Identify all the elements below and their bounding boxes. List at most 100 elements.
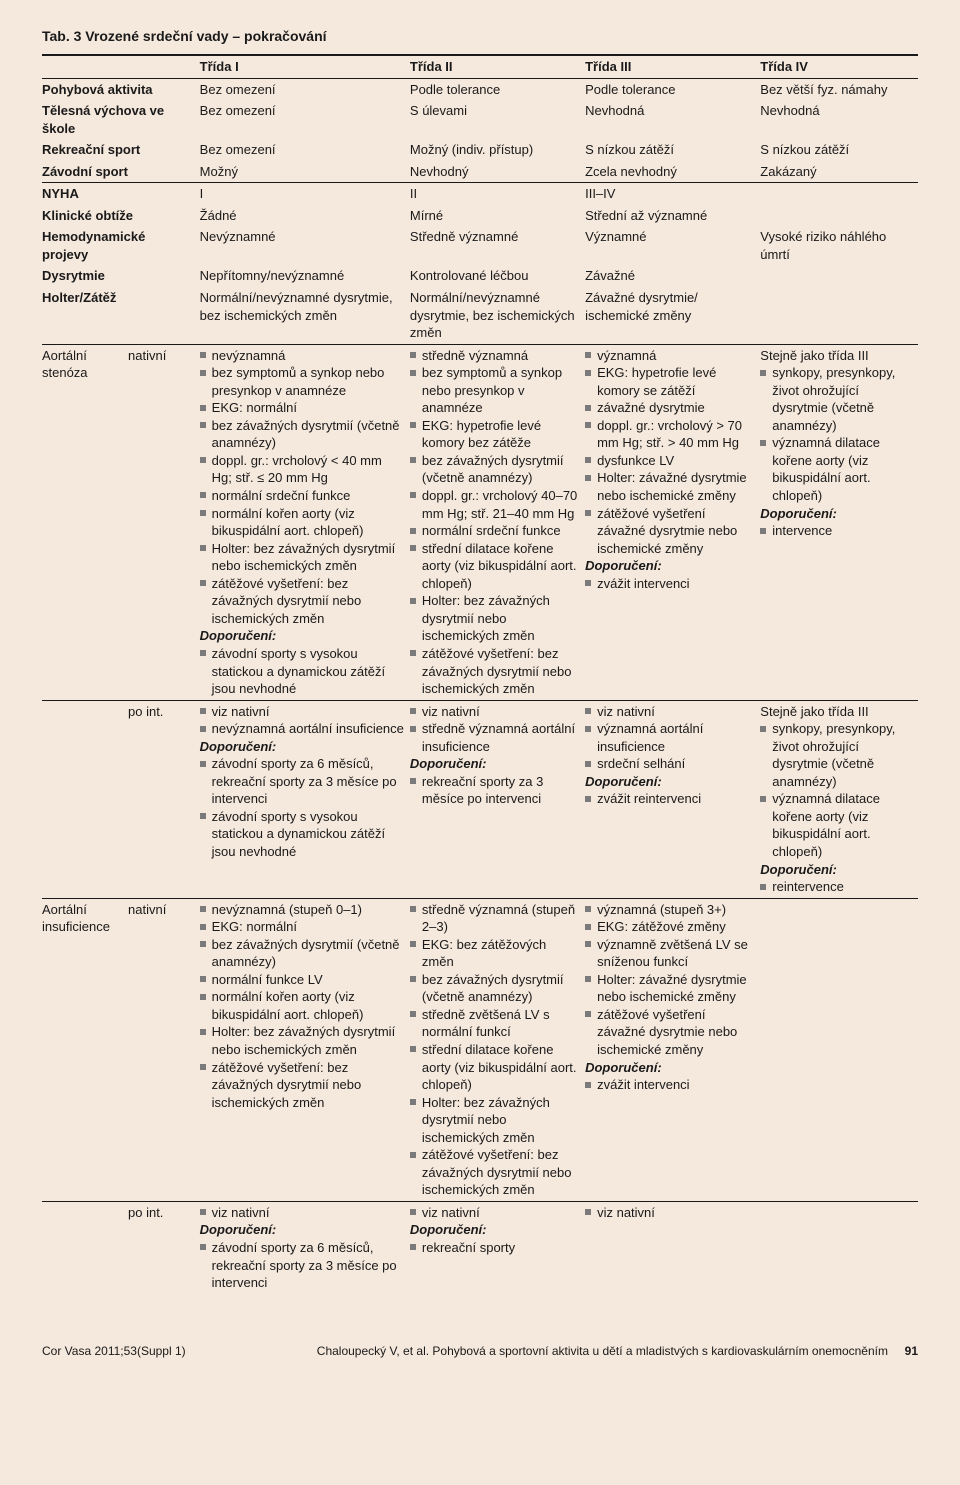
table-title: Tab. 3 Vrozené srdeční vady – pokračován…: [42, 28, 918, 44]
row-label: Rekreační sport: [42, 139, 200, 161]
list-item: nevýznamná: [212, 347, 404, 365]
cell: Vysoké riziko náhlého úmrtí: [760, 226, 918, 265]
variant-label: nativní: [128, 347, 166, 382]
diag-label: Aortální: [42, 901, 114, 919]
item-list: reintervence: [760, 878, 912, 896]
cell: [760, 205, 918, 227]
cell: Stejně jako třída III synkopy, presynkop…: [760, 345, 918, 700]
list-item: významná (stupeň 3+): [597, 901, 754, 919]
list-item: významná aortální insuficience: [597, 720, 754, 755]
cell: Zakázaný: [760, 161, 918, 183]
cell: Střední až významné: [585, 205, 760, 227]
list-item: EKG: hypetrofie levé komory bez zátěže: [422, 417, 579, 452]
dopo-label: Doporučení:: [585, 557, 754, 575]
cell: II: [410, 183, 585, 205]
lead-text: Stejně jako třída III: [760, 703, 912, 721]
list-item: zátěžové vyšetření: bez závažných dysryt…: [422, 1146, 579, 1199]
cell: S úlevami: [410, 100, 585, 139]
list-item: bez závažných dysrytmií (včetně anamnézy…: [212, 936, 404, 971]
variant-label: po int.: [128, 703, 163, 721]
list-item: významná dilatace kořene aorty (viz biku…: [772, 790, 912, 860]
cell: S nízkou zátěží: [760, 139, 918, 161]
list-item: zátěžové vyšetření závažné dysrytmie neb…: [597, 1006, 754, 1059]
item-list: synkopy, presynkopy, život ohrožující dy…: [760, 720, 912, 860]
list-item: Holter: bez závažných dysrytmií nebo isc…: [422, 592, 579, 645]
item-list: rekreační sporty za 3 měsíce po interven…: [410, 773, 579, 808]
block1: Pohybová aktivita Bez omezení Podle tole…: [42, 79, 918, 183]
item-list: významnáEKG: hypetrofie levé komory se z…: [585, 347, 754, 558]
list-item: bez závažných dysrytmií (včetně anamnézy…: [422, 452, 579, 487]
list-item: viz nativní: [597, 1204, 754, 1222]
row-label: Klinické obtíže: [42, 205, 200, 227]
list-item: viz nativní: [212, 1204, 404, 1222]
item-list: závodní sporty za 6 měsíců, rekreační sp…: [200, 755, 404, 860]
cell: viz nativní: [585, 1202, 760, 1294]
list-item: viz nativní: [212, 703, 404, 721]
list-item: srdeční selhání: [597, 755, 754, 773]
dopo-label: Doporučení:: [585, 1059, 754, 1077]
cell: významná (stupeň 3+)EKG: zátěžové změnyv…: [585, 899, 760, 1201]
list-item: bez závažných dysrytmií (včetně anamnézy…: [422, 971, 579, 1006]
list-item: Holter: závažné dysrytmie nebo ischemick…: [597, 971, 754, 1006]
list-item: nevýznamná aortální insuficience: [212, 720, 404, 738]
list-item: rekreační sporty: [422, 1239, 579, 1257]
row-label: Aortální stenóza nativní: [42, 345, 200, 700]
list-item: synkopy, presynkopy, život ohrožující dy…: [772, 720, 912, 790]
cell: Středně významné: [410, 226, 585, 265]
aort-insuf-native: Aortální insuficience nativní nevýznamná…: [42, 899, 918, 1201]
list-item: zátěžové vyšetření: bez závažných dysryt…: [212, 575, 404, 628]
list-item: středně významná aortální insuficience: [422, 720, 579, 755]
diag-label: insuficience: [42, 918, 114, 936]
cell: viz nativní Doporučení: závodní sporty z…: [200, 1202, 410, 1294]
cell: III–IV: [585, 183, 760, 205]
cell: Stejně jako třída III synkopy, presynkop…: [760, 701, 918, 898]
item-list: závodní sporty s vysokou statickou a dyn…: [200, 645, 404, 698]
list-item: doppl. gr.: vrcholový > 70 mm Hg; stř. >…: [597, 417, 754, 452]
list-item: zvážit intervenci: [597, 575, 754, 593]
row-label: po int.: [42, 701, 200, 898]
list-item: normální kořen aorty (viz bikuspidální a…: [212, 988, 404, 1023]
cell: I: [200, 183, 410, 205]
cell: Bez větší fyz. námahy: [760, 79, 918, 101]
list-item: bez závažných dysrytmií (včetně anamnézy…: [212, 417, 404, 452]
cell: Zcela nevhodný: [585, 161, 760, 183]
list-item: EKG: hypetrofie levé komory se zátěží: [597, 364, 754, 399]
dopo-label: Doporučení:: [760, 505, 912, 523]
list-item: závažné dysrytmie: [597, 399, 754, 417]
row-label: Hemodynamické projevy: [42, 226, 200, 265]
aort-insuf-point: po int. viz nativní Doporučení: závodní …: [42, 1202, 918, 1294]
col-head: Třída III: [585, 56, 760, 78]
list-item: významná dilatace kořene aorty (viz biku…: [772, 434, 912, 504]
aort-sten-native: Aortální stenóza nativní nevýznamnábez s…: [42, 345, 918, 700]
list-item: Holter: bez závažných dysrytmií nebo isc…: [212, 1023, 404, 1058]
item-list: viz nativní: [200, 1204, 404, 1222]
list-item: dysfunkce LV: [597, 452, 754, 470]
row-label: Závodní sport: [42, 161, 200, 183]
col-head: Třída I: [200, 56, 410, 78]
list-item: závodní sporty s vysokou statickou a dyn…: [212, 808, 404, 861]
list-item: viz nativní: [597, 703, 754, 721]
list-item: závodní sporty za 6 měsíců, rekreační sp…: [212, 1239, 404, 1292]
cell: významnáEKG: hypetrofie levé komory se z…: [585, 345, 760, 700]
cell: viz nativní Doporučení: rekreační sporty: [410, 1202, 585, 1294]
list-item: doppl. gr.: vrcholový 40–70 mm Hg; stř. …: [422, 487, 579, 522]
cell: Nevhodná: [585, 100, 760, 139]
list-item: významně zvětšená LV se sníženou funkcí: [597, 936, 754, 971]
lead-text: Stejně jako třída III: [760, 347, 912, 365]
cell: nevýznamná (stupeň 0–1)EKG: normálníbez …: [200, 899, 410, 1201]
cell: Nevhodná: [760, 100, 918, 139]
dopo-label: Doporučení:: [585, 773, 754, 791]
list-item: Holter: bez závažných dysrytmií nebo isc…: [422, 1094, 579, 1147]
list-item: EKG: zátěžové změny: [597, 918, 754, 936]
item-list: středně významnábez symptomů a synkop ne…: [410, 347, 579, 698]
list-item: středně významná: [422, 347, 579, 365]
list-item: intervence: [772, 522, 912, 540]
cell: Podle tolerance: [585, 79, 760, 101]
cell: [760, 183, 918, 205]
col-head: Třída II: [410, 56, 585, 78]
list-item: závodní sporty za 6 měsíců, rekreační sp…: [212, 755, 404, 808]
list-item: synkopy, presynkopy, život ohrožující dy…: [772, 364, 912, 434]
row-label: NYHA: [42, 183, 200, 205]
item-list: závodní sporty za 6 měsíců, rekreační sp…: [200, 1239, 404, 1292]
list-item: Holter: bez závažných dysrytmií nebo isc…: [212, 540, 404, 575]
